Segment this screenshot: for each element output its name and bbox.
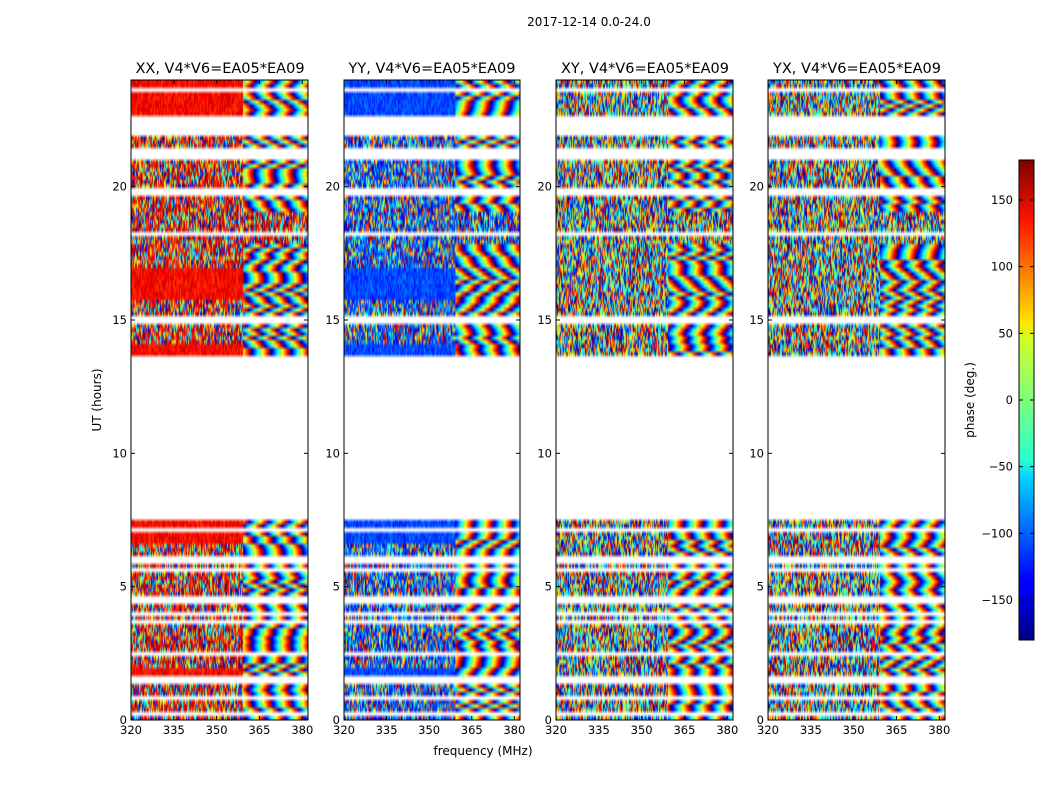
y-tick-label: 20 xyxy=(537,180,552,194)
x-tick-label: 335 xyxy=(376,723,398,737)
y-tick-label: 5 xyxy=(120,580,127,594)
x-tick-label: 365 xyxy=(673,723,695,737)
panel-yy: YY, V4*V6=EA05*EA09 320 335 350 365 380 0 5 10 1… xyxy=(325,61,525,737)
y-tick-label: 0 xyxy=(333,713,340,727)
axis-ticks-yx: 320 335 350 365 380 0 5 10 15 20 xyxy=(749,80,950,737)
x-tick-label: 335 xyxy=(800,723,822,737)
panel-xy: XY, V4*V6=EA05*EA09 320 335 350 365 380 0 5 10 1… xyxy=(537,61,738,737)
y-tick-label: 10 xyxy=(749,446,764,460)
x-tick-label: 335 xyxy=(163,723,185,737)
y-tick-label: 0 xyxy=(120,713,127,727)
y-tick-label: 0 xyxy=(757,713,764,727)
colorbar-label: phase (deg.) xyxy=(963,362,977,438)
x-tick-label: 320 xyxy=(545,723,567,737)
heatmap-image-xx xyxy=(131,80,308,720)
heatmap-image-xy xyxy=(556,80,733,720)
heatmap-image-yy xyxy=(344,80,520,720)
y-tick-label: 0 xyxy=(545,713,552,727)
panel-title-xy: XY, V4*V6=EA05*EA09 xyxy=(561,61,729,77)
axis-ticks-yy: 320 335 350 365 380 0 5 10 15 20 xyxy=(325,80,525,737)
colorbar-tick-label: 50 xyxy=(998,326,1013,340)
x-tick-label: 380 xyxy=(716,723,738,737)
x-tick-label: 380 xyxy=(928,723,950,737)
y-tick-label: 5 xyxy=(757,580,764,594)
x-tick-label: 320 xyxy=(120,723,142,737)
panel-title-yy: YY, V4*V6=EA05*EA09 xyxy=(348,61,516,77)
y-tick-label: 10 xyxy=(325,446,340,460)
x-tick-label: 320 xyxy=(333,723,355,737)
figure-suptitle: 2017-12-14 0.0-24.0 xyxy=(527,15,651,29)
axis-ticks-xx: 320 335 350 365 380 0 5 10 15 20 xyxy=(112,80,313,737)
y-tick-label: 20 xyxy=(749,180,764,194)
panel-title-xx: XX, V4*V6=EA05*EA09 xyxy=(135,61,304,77)
heatmap-image-yx xyxy=(768,80,945,720)
y-tick-label: 15 xyxy=(325,313,340,327)
y-tick-label: 5 xyxy=(545,580,552,594)
x-tick-label: 365 xyxy=(248,723,270,737)
panel-yx: YX, V4*V6=EA05*EA09 320 335 350 365 380 0 5 10 1… xyxy=(749,61,950,737)
axis-ticks-xy: 320 335 350 365 380 0 5 10 15 20 xyxy=(537,80,738,737)
y-tick-label: 15 xyxy=(537,313,552,327)
x-tick-label: 350 xyxy=(206,723,228,737)
x-tick-label: 350 xyxy=(418,723,440,737)
y-axis-label: UT (hours) xyxy=(90,368,104,431)
colorbar-tick-label: −100 xyxy=(981,526,1013,540)
y-tick-label: 15 xyxy=(112,313,127,327)
panel-xx: XX, V4*V6=EA05*EA09 320 335 350 365 380 0 5 10 1… xyxy=(112,61,313,737)
x-axis-label: frequency (MHz) xyxy=(433,744,532,758)
colorbar-ticks: 150 100 50 0 −50 −100 −150 xyxy=(981,193,1034,607)
y-tick-label: 10 xyxy=(112,446,127,460)
plot-frame-xx xyxy=(130,79,309,721)
x-tick-label: 380 xyxy=(291,723,313,737)
x-tick-label: 350 xyxy=(843,723,865,737)
y-tick-label: 15 xyxy=(749,313,764,327)
x-tick-label: 380 xyxy=(503,723,525,737)
y-tick-label: 10 xyxy=(537,446,552,460)
x-tick-label: 320 xyxy=(757,723,779,737)
colorbar-tick-label: 150 xyxy=(991,193,1013,207)
colorbar-tick-label: −150 xyxy=(981,593,1013,607)
y-tick-label: 20 xyxy=(325,180,340,194)
colorbar-tick-label: 100 xyxy=(991,260,1013,274)
x-tick-label: 365 xyxy=(885,723,907,737)
plot-frame-yx xyxy=(767,79,946,721)
colorbar-tick-label: 0 xyxy=(1006,393,1013,407)
y-tick-label: 5 xyxy=(333,580,340,594)
x-tick-label: 350 xyxy=(631,723,653,737)
y-tick-label: 20 xyxy=(112,180,127,194)
colorbar: 150 100 50 0 −50 −100 −150 phase (deg.) xyxy=(963,159,1035,641)
panel-title-yx: YX, V4*V6=EA05*EA09 xyxy=(772,61,941,77)
plot-frame-yy xyxy=(343,79,521,721)
x-tick-label: 335 xyxy=(588,723,610,737)
plot-frame-xy xyxy=(555,79,734,721)
colorbar-tick-label: −50 xyxy=(989,460,1013,474)
x-tick-label: 365 xyxy=(461,723,483,737)
